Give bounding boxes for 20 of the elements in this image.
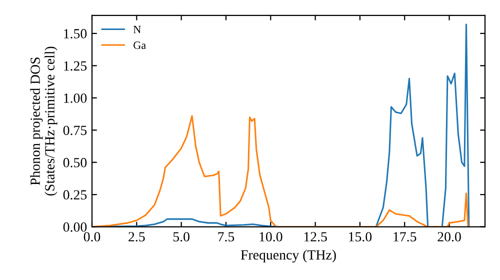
x-tick-label: 5.0	[173, 232, 190, 242]
y-tick-label: 1.00	[64, 93, 87, 103]
x-tick-label: 20.0	[438, 232, 461, 242]
y-tick-label: 1.50	[64, 29, 87, 38]
y-tick-label: 0.50	[63, 158, 87, 168]
y-tick-label: 1.25	[64, 61, 87, 71]
x-tick-label: 17.5	[394, 232, 416, 242]
x-tick-label: 12.5	[304, 232, 327, 242]
x-tick-label: 10.0	[260, 232, 282, 242]
x-tick-label: 0.0	[84, 232, 100, 242]
x-axis-title: Frequency (THz)	[240, 250, 336, 262]
legend-label: N	[133, 26, 141, 34]
y-tick-label: 0.00	[63, 222, 87, 232]
y-axis-title: Phonon projected DOS (States/THz·primitive cell)	[30, 46, 58, 196]
x-tick-label: 15.0	[349, 232, 372, 242]
y-tick-label: 0.75	[63, 126, 87, 136]
legend-label: Ga	[134, 42, 146, 49]
x-tick-label: 2.5	[128, 232, 145, 242]
x-tick-label: 7.5	[218, 232, 234, 242]
y-tick-label: 0.25	[63, 190, 87, 200]
